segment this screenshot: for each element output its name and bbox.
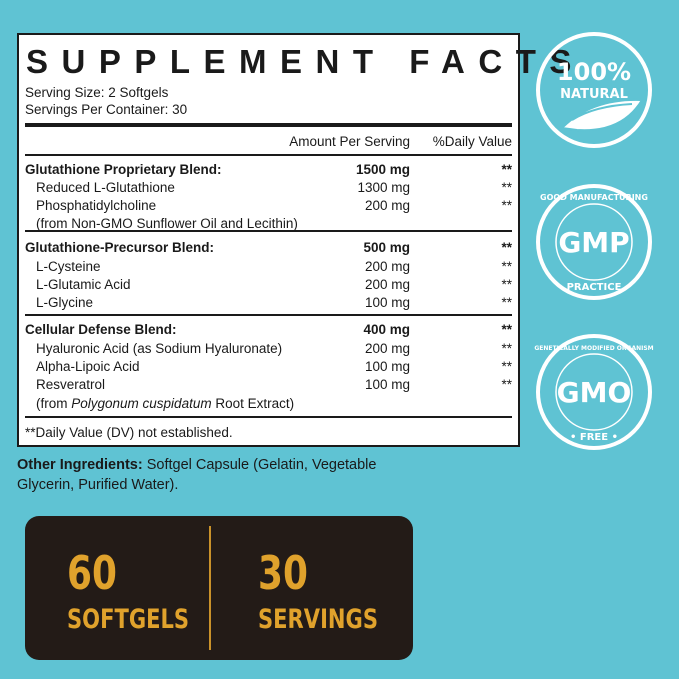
ingredient-name: Alpha-Lipoic Acid: [36, 359, 140, 374]
natural-badge: 100% NATURAL: [536, 32, 652, 148]
footnote: **Daily Value (DV) not established.: [25, 425, 233, 440]
svg-text:• PRACTICE •: • PRACTICE •: [557, 282, 632, 293]
ingredient-daily-value: **: [501, 359, 512, 374]
divider: [25, 230, 512, 232]
ingredient-amount: 200 mg: [364, 341, 410, 356]
panel-divider: [209, 526, 211, 650]
ingredient-daily-value: **: [501, 162, 512, 177]
ingredient-name: Resveratrol: [36, 377, 106, 392]
ingredient-name: L-Cysteine: [36, 259, 101, 274]
gmo-free-badge: GMO GENETICALLY MODIFIED ORGANISM • FREE…: [534, 334, 654, 450]
softgel-count: 60: [67, 546, 117, 600]
serving-size: Serving Size: 2 Softgels: [25, 85, 169, 100]
ingredient-daily-value: **: [501, 198, 512, 213]
ingredient-name: Phosphatidylcholine: [36, 198, 157, 213]
ingredient-amount: 100 mg: [364, 295, 410, 310]
ingredient-name: L-Glutamic Acid: [36, 277, 131, 292]
svg-text:GMP: GMP: [558, 226, 629, 259]
divider: [25, 154, 512, 156]
ingredient-daily-value: **: [501, 322, 512, 337]
ingredient-name: Hyaluronic Acid (as Sodium Hyaluronate): [36, 341, 283, 356]
ingredient-name: Glutathione-Precursor Blend:: [25, 240, 215, 255]
ingredient-amount: 400 mg: [363, 322, 410, 337]
servings-count: 30: [258, 546, 308, 600]
other-ingredients: Other Ingredients: Softgel Capsule (Gela…: [17, 455, 437, 495]
ingredient-daily-value: **: [501, 341, 512, 356]
count-panel: 60 SOFTGELS 30 SERVINGS: [25, 516, 413, 660]
ingredient-amount: 200 mg: [364, 277, 410, 292]
ingredient-name: Cellular Defense Blend:: [25, 322, 177, 337]
other-ingredients-text: Softgel Capsule (Gelatin, Vegetable Glyc…: [17, 457, 377, 493]
divider: [25, 314, 512, 316]
divider: [25, 123, 512, 127]
ingredient-name: (from Polygonum cuspidatum Root Extract): [36, 396, 295, 411]
ingredient-amount: 100 mg: [364, 377, 410, 392]
ingredient-amount: 200 mg: [364, 259, 410, 274]
header-amount: Amount Per Serving: [289, 134, 410, 149]
svg-text:NATURAL: NATURAL: [560, 87, 628, 102]
ingredient-daily-value: **: [501, 259, 512, 274]
header-daily-value: %Daily Value: [432, 134, 512, 149]
gmp-badge: GMP GOOD MANUFACTURING • PRACTICE •: [536, 184, 652, 300]
ingredient-name: L-Glycine: [36, 295, 94, 310]
ingredient-daily-value: **: [501, 377, 512, 392]
ingredient-daily-value: **: [501, 240, 512, 255]
ingredient-amount: 500 mg: [363, 240, 410, 255]
ingredient-daily-value: **: [501, 295, 512, 310]
facts-title: SUPPLEMENT FACTS: [26, 43, 585, 80]
ingredient-name: Glutathione Proprietary Blend:: [25, 162, 222, 177]
divider: [25, 416, 512, 418]
softgel-label: SOFTGELS: [67, 604, 190, 635]
supplement-facts-panel: SUPPLEMENT FACTS Serving Size: 2 Softgel…: [17, 33, 571, 447]
svg-text:• FREE •: • FREE •: [570, 432, 618, 443]
svg-text:100%: 100%: [557, 58, 631, 86]
svg-text:GENETICALLY MODIFIED ORGANISM: GENETICALLY MODIFIED ORGANISM: [534, 345, 653, 352]
servings-per-container: Servings Per Container: 30: [25, 102, 188, 117]
ingredient-amount: 100 mg: [364, 359, 410, 374]
ingredient-name: (from Non-GMO Sunflower Oil and Lecithin…: [36, 216, 298, 231]
other-ingredients-label: Other Ingredients:: [17, 457, 143, 473]
ingredient-name: Reduced L-Glutathione: [36, 180, 175, 195]
ingredient-amount: 1300 mg: [357, 180, 410, 195]
ingredient-amount: 200 mg: [364, 198, 410, 213]
svg-text:GMO: GMO: [557, 376, 632, 409]
servings-label: SERVINGS: [258, 604, 378, 635]
leaf-icon: [559, 98, 644, 132]
ingredient-daily-value: **: [501, 180, 512, 195]
svg-text:GOOD MANUFACTURING: GOOD MANUFACTURING: [540, 193, 648, 202]
ingredient-amount: 1500 mg: [355, 162, 410, 177]
ingredient-daily-value: **: [501, 277, 512, 292]
